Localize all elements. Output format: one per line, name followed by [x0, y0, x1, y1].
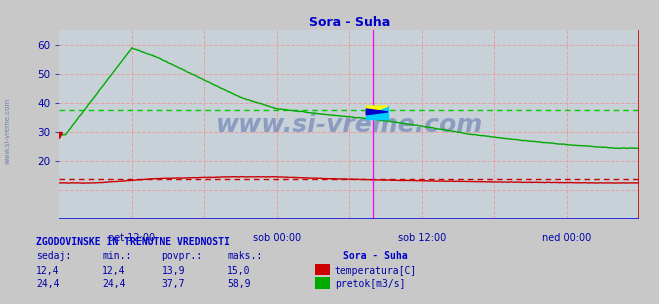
- Text: 13,9: 13,9: [161, 266, 185, 276]
- Text: www.si-vreme.com: www.si-vreme.com: [215, 113, 483, 136]
- Text: temperatura[C]: temperatura[C]: [335, 266, 417, 276]
- Text: 15,0: 15,0: [227, 266, 251, 276]
- Text: 24,4: 24,4: [102, 279, 126, 289]
- Text: ZGODOVINSKE IN TRENUTNE VREDNOSTI: ZGODOVINSKE IN TRENUTNE VREDNOSTI: [36, 237, 230, 247]
- Text: povpr.:: povpr.:: [161, 251, 202, 261]
- Text: www.si-vreme.com: www.si-vreme.com: [5, 98, 11, 164]
- Text: pretok[m3/s]: pretok[m3/s]: [335, 279, 405, 289]
- Text: min.:: min.:: [102, 251, 132, 261]
- Text: 58,9: 58,9: [227, 279, 251, 289]
- Title: Sora - Suha: Sora - Suha: [308, 16, 390, 29]
- Text: 24,4: 24,4: [36, 279, 60, 289]
- Polygon shape: [366, 106, 388, 115]
- Text: maks.:: maks.:: [227, 251, 262, 261]
- Text: pet 12:00: pet 12:00: [108, 233, 156, 243]
- Text: sob 00:00: sob 00:00: [252, 233, 301, 243]
- Text: 12,4: 12,4: [36, 266, 60, 276]
- Text: 37,7: 37,7: [161, 279, 185, 289]
- Polygon shape: [366, 109, 388, 115]
- Polygon shape: [366, 106, 388, 119]
- Text: Sora - Suha: Sora - Suha: [343, 251, 407, 261]
- Text: 12,4: 12,4: [102, 266, 126, 276]
- Text: sedaj:: sedaj:: [36, 251, 71, 261]
- Text: sob 12:00: sob 12:00: [397, 233, 446, 243]
- Text: ned 00:00: ned 00:00: [542, 233, 591, 243]
